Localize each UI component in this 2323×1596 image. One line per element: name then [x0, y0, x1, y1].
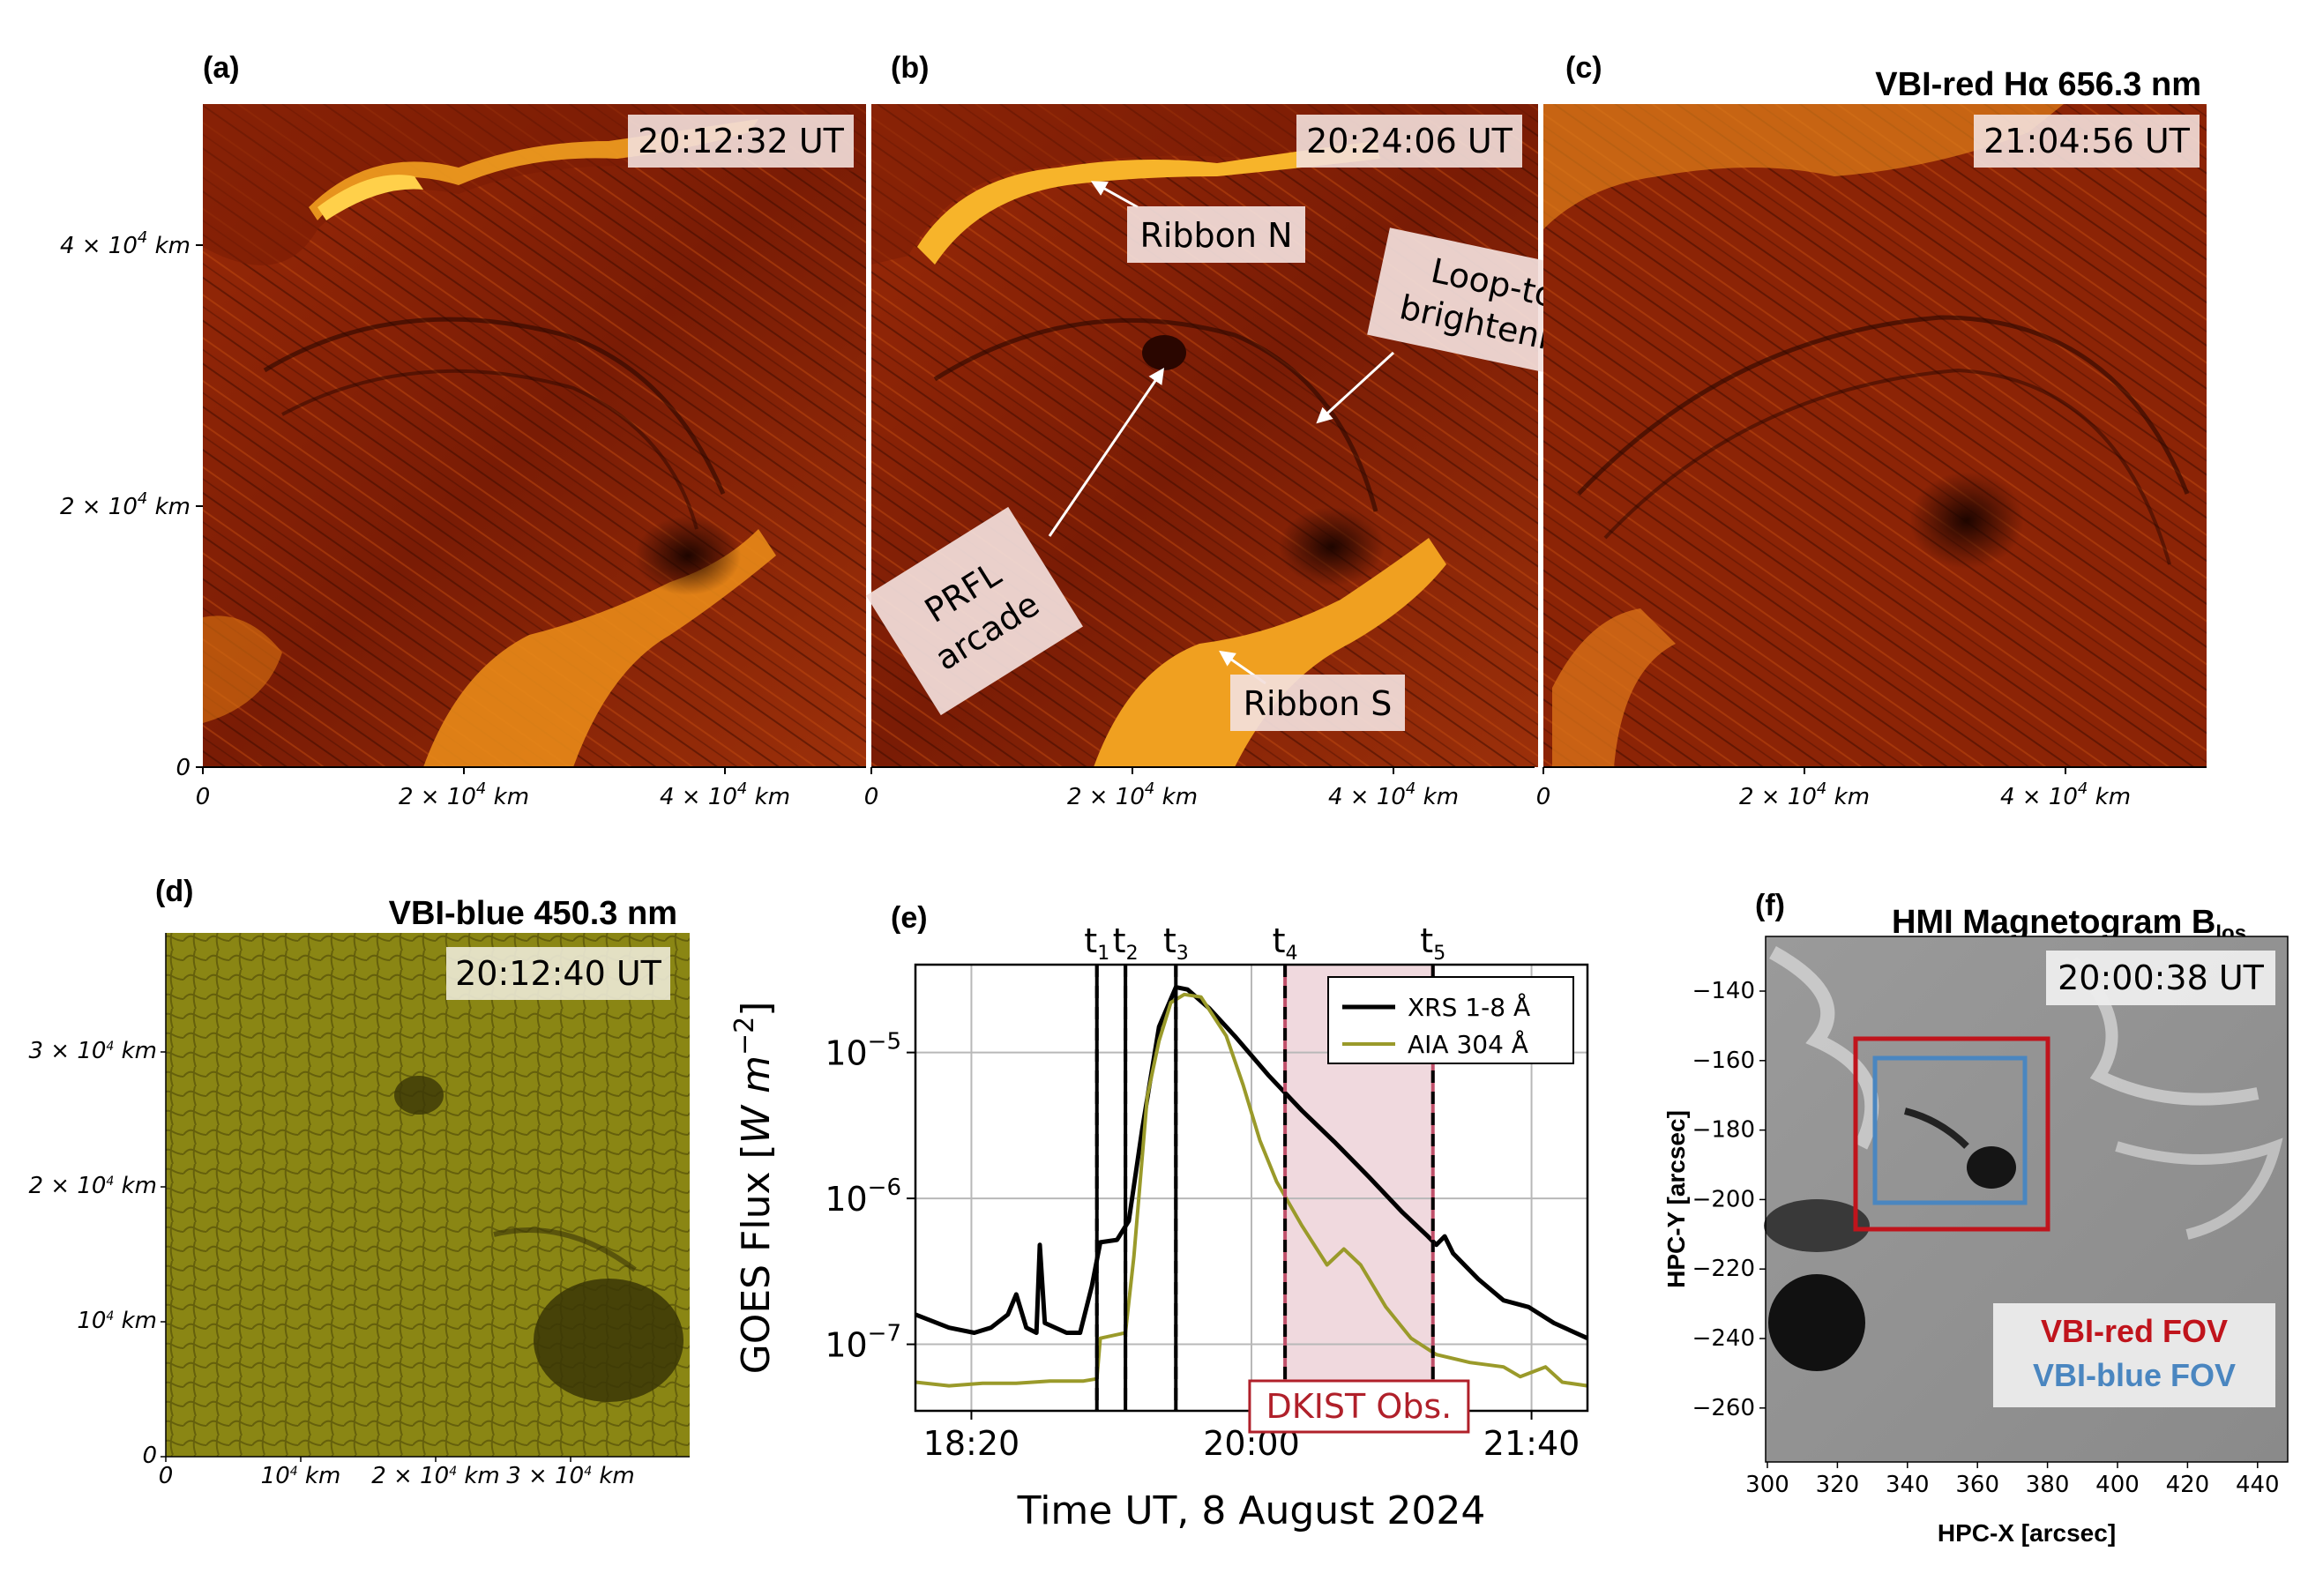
f-y-tick-label: −260	[1692, 1395, 1755, 1421]
y-tick-label: 10−7	[825, 1321, 901, 1365]
y-tick-label: 10−5	[825, 1029, 901, 1073]
vbi-red-fov-box	[1853, 1036, 2050, 1232]
panel-f-axes: 300 320 340 360 380 400 420 440 −140 −160 −180 −200…	[1692, 936, 2289, 1498]
legend-box	[1327, 976, 1574, 1064]
ribbon-s-label: Ribbon S	[1244, 684, 1393, 723]
panel-f-timestamp: 20:00:38 UT	[2058, 958, 2265, 997]
panel-c: (c) VBI-red Hα 656.3 nm 21:04:56 UT	[1543, 51, 2207, 767]
d-y-tick-label: 0	[142, 1443, 157, 1469]
f-y-tick-label: −140	[1692, 978, 1755, 1004]
marker-label-t2: t2	[1113, 921, 1139, 965]
panel-f-label: (f)	[1755, 889, 1785, 922]
panel-c-title: VBI-red Hα 656.3 nm	[1875, 66, 2201, 103]
y-tick-label: 10−6	[825, 1175, 901, 1219]
panel-f-title: HMI Magnetogram B	[1892, 904, 2215, 941]
top-x-tick-label: 2 × 104 km	[1739, 779, 1870, 810]
panel-a: (a) 20:12:32 UT	[203, 51, 866, 767]
ribbon-n-label: Ribbon N	[1139, 216, 1292, 255]
ribbon-n-arrow	[1090, 181, 1139, 209]
marker-label-t4: t4	[1273, 921, 1298, 965]
f-x-tick-label: 420	[2166, 1472, 2210, 1498]
x-tick-label: 18:20	[923, 1424, 1020, 1463]
f-x-tick-label: 440	[2236, 1472, 2280, 1498]
f-x-tick-label: 300	[1745, 1472, 1789, 1498]
vbi-red-fov-label: VBI-red FOV	[2041, 1313, 2228, 1349]
f-x-tick-label: 400	[2095, 1472, 2140, 1498]
top-y-tick-label: 0	[176, 755, 190, 781]
top-row-axes: 0 2 × 104 km 4 × 104 km 0 2 × 104 km 4 × 104 …	[60, 228, 2207, 810]
svg-text:HMI Magnetogram Blos: HMI Magnetogram Blos	[1892, 904, 2246, 945]
f-x-tick-label: 320	[1816, 1472, 1860, 1498]
dkist-label: DKIST Obs.	[1266, 1387, 1453, 1426]
panel-c-timestamp: 21:04:56 UT	[1983, 122, 2191, 160]
d-y-tick-label: 2 × 104 km	[28, 1173, 157, 1199]
panel-d-timestamp: 20:12:40 UT	[455, 954, 662, 993]
legend-label: AIA 304 Å	[1408, 1029, 1528, 1059]
f-y-tick-label: −220	[1692, 1256, 1755, 1282]
vbi-blue-fov-label: VBI-blue FOV	[2033, 1357, 2236, 1393]
panel-f-ylabel: HPC-Y [arcsec]	[1662, 1110, 1690, 1288]
marker-label-t1: t1	[1084, 921, 1109, 965]
panel-f: (f) HMI Magnetogram Blos 20:00:38 UT VBI…	[1662, 889, 2288, 1547]
x-tick-label: 21:40	[1483, 1424, 1580, 1463]
loop-top-arrow	[1316, 351, 1395, 424]
top-x-tick-label: 2 × 104 km	[1067, 779, 1198, 810]
panel-c-label: (c)	[1565, 51, 1602, 85]
f-y-tick-label: −160	[1692, 1048, 1755, 1074]
chart-xlabel: Time UT, 8 August 2024	[1017, 1488, 1486, 1533]
vbi-blue-fov-box	[1872, 1055, 2028, 1205]
panel-d-title: VBI-blue 450.3 nm	[389, 895, 677, 932]
chart-ylabel: GOES Flux [W m−2]	[729, 1002, 779, 1375]
marker-label-t3: t3	[1163, 921, 1189, 965]
top-x-tick-label: 4 × 104 km	[660, 779, 790, 810]
dkist-label-box	[1248, 1379, 1470, 1434]
f-y-tick-label: −200	[1692, 1186, 1755, 1212]
d-y-tick-label: 3 × 104 km	[28, 1038, 157, 1064]
top-x-tick-label: 0	[196, 784, 211, 810]
d-y-tick-label: 104 km	[77, 1308, 157, 1334]
d-x-tick-label: 2 × 104 km	[371, 1463, 500, 1489]
panel-a-timestamp: 20:12:32 UT	[638, 122, 845, 160]
panel-b: (b) 20:24:06 UT Ribbon N Ribbon S Loop-t…	[866, 51, 1632, 767]
panel-b-ribbon-north	[917, 141, 1380, 265]
marker-label-t5: t5	[1420, 921, 1445, 965]
chart-legend: XRS 1-8 Å AIA 304 Å	[1327, 976, 1574, 1064]
f-x-tick-label: 380	[2026, 1472, 2070, 1498]
top-y-tick-label: 4 × 104 km	[60, 228, 190, 259]
top-y-tick-label: 2 × 104 km	[60, 489, 190, 520]
panel-b-label: (b)	[891, 51, 929, 85]
series-line-aia304	[915, 992, 1588, 1388]
top-x-tick-label: 0	[1536, 784, 1551, 810]
series-line-xrs	[915, 985, 1589, 1340]
panel-b-ribbon-south	[1094, 538, 1446, 767]
panel-f-xlabel: HPC-X [arcsec]	[1938, 1519, 2116, 1547]
top-x-tick-label: 4 × 104 km	[2000, 779, 2131, 810]
legend-label: XRS 1-8 Å	[1408, 992, 1530, 1022]
panel-b-timestamp: 20:24:06 UT	[1306, 122, 1513, 160]
d-x-tick-label: 0	[159, 1463, 174, 1489]
f-y-tick-label: −240	[1692, 1325, 1755, 1352]
d-x-tick-label: 3 × 104 km	[506, 1463, 635, 1489]
f-x-tick-label: 360	[1955, 1472, 1999, 1498]
f-x-tick-label: 340	[1886, 1472, 1930, 1498]
prfl-arrow	[1048, 368, 1165, 537]
panel-a-label: (a)	[203, 51, 240, 85]
panel-e-label: (e)	[891, 901, 928, 935]
panel-d-label: (d)	[155, 875, 193, 908]
top-x-tick-label: 2 × 104 km	[399, 779, 529, 810]
f-y-tick-label: −180	[1692, 1117, 1755, 1144]
top-x-tick-label: 0	[864, 784, 879, 810]
panel-d: (d) VBI-blue 450.3 nm 20:12:40 UT	[155, 875, 690, 1457]
top-x-tick-label: 4 × 104 km	[1328, 779, 1459, 810]
d-x-tick-label: 104 km	[261, 1463, 341, 1489]
